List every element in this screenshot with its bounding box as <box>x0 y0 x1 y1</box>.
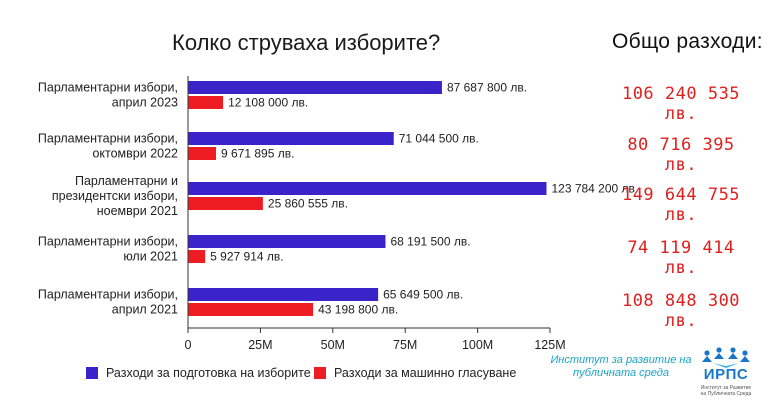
bar-value-label: 123 784 200 лв. <box>551 182 638 196</box>
bar-preparation <box>188 235 386 248</box>
category-label-line: Парламентарни и <box>75 174 178 188</box>
category-label-line: Парламентарни избори, <box>38 235 178 249</box>
bar-machine-voting <box>188 197 263 210</box>
bar-value-label: 43 198 800 лв. <box>318 303 398 317</box>
legend-item-machine: Разходи за машинно гласуване <box>314 366 516 380</box>
x-tick-label: 125M <box>534 338 565 352</box>
bar-value-label: 25 860 555 лв. <box>268 197 348 211</box>
bar-value-label: 12 108 000 лв. <box>228 96 308 110</box>
legend-swatch-preparation <box>86 367 98 379</box>
organization-line-2: публичната среда <box>573 367 669 379</box>
logo-subtitle-line-1: Институт за Развитие <box>700 385 752 391</box>
legend-label-machine: Разходи за машинно гласуване <box>334 366 517 380</box>
organization-line-1: Институт за развитие на <box>550 354 692 366</box>
category-label-line: президентски избори, <box>52 189 178 203</box>
category-label-line: април 2021 <box>112 303 178 317</box>
total-value: 149 644 755 лв. <box>621 185 741 225</box>
legend-item-preparation: Разходи за подготовка на изборите <box>86 366 311 380</box>
totals-title: Общо разходи: <box>612 30 763 53</box>
x-tick-label: 75M <box>393 338 417 352</box>
x-tick-label: 50M <box>321 338 345 352</box>
people-stars-logo-icon <box>702 347 750 368</box>
legend-swatch-machine <box>314 367 326 379</box>
x-axis: 0 25M 50M 75M 100M 125M <box>185 76 566 352</box>
bar-value-label: 71 044 500 лв. <box>399 132 479 146</box>
bar-value-label: 5 927 914 лв. <box>210 250 283 264</box>
category-label-line: Парламентарни избори, <box>38 132 178 146</box>
bar-machine-voting <box>188 303 314 316</box>
logo: ИРПС Институт за Развитие на Публичната … <box>697 344 755 406</box>
x-tick-label: 0 <box>185 338 192 352</box>
total-value: 106 240 535 лв. <box>621 84 741 124</box>
logo-title: ИРПС <box>703 366 749 383</box>
bar-preparation <box>188 132 394 145</box>
bar-value-label: 87 687 800 лв. <box>447 81 527 95</box>
total-value: 74 119 414 лв. <box>627 238 735 278</box>
category-label: Парламентарни избори, април 2021 <box>38 288 178 317</box>
bars: 87 687 800 лв. 12 108 000 лв. 71 044 500 л… <box>188 81 638 317</box>
total-value: 108 848 300 лв. <box>621 291 741 331</box>
x-tick-label: 100M <box>462 338 493 352</box>
category-label: Парламентарни и президентски избори, ноемв… <box>52 174 178 218</box>
legend-label-preparation: Разходи за подготовка на изборите <box>106 366 311 380</box>
x-tick-label: 25M <box>248 338 272 352</box>
category-label-line: април 2023 <box>112 96 178 110</box>
bar-value-label: 65 649 500 лв. <box>383 288 463 302</box>
category-label-line: октомври 2022 <box>92 147 178 161</box>
bar-preparation <box>188 182 547 195</box>
bar-machine-voting <box>188 250 206 263</box>
logo-subtitle-line-2: на Публичната Среда <box>700 391 752 397</box>
bar-machine-voting <box>188 96 224 109</box>
chart-title: Колко струваха изборите? <box>172 30 441 55</box>
category-label: Парламентарни избори, април 2023 <box>38 81 178 110</box>
category-label-line: Парламентарни избори, <box>38 288 178 302</box>
category-labels: Парламентарни избори, април 2023Парламент… <box>38 81 178 317</box>
bar-value-label: 68 191 500 лв. <box>390 235 470 249</box>
category-label-line: юли 2021 <box>123 250 178 264</box>
category-label: Парламентарни избори, юли 2021 <box>38 235 178 264</box>
bar-machine-voting <box>188 147 217 160</box>
category-label-line: ноември 2021 <box>97 204 178 218</box>
category-label: Парламентарни избори, октомври 2022 <box>38 132 178 161</box>
bar-preparation <box>188 288 379 301</box>
logo-subtitle: Институт за Развитие на Публичната Среда <box>697 385 755 397</box>
total-value: 80 716 395 лв. <box>627 135 735 175</box>
organization-name: Институт за развитие на публичната среда <box>546 354 696 380</box>
bar-preparation <box>188 81 442 94</box>
category-label-line: Парламентарни избори, <box>38 81 178 95</box>
bar-value-label: 9 671 895 лв. <box>221 147 294 161</box>
